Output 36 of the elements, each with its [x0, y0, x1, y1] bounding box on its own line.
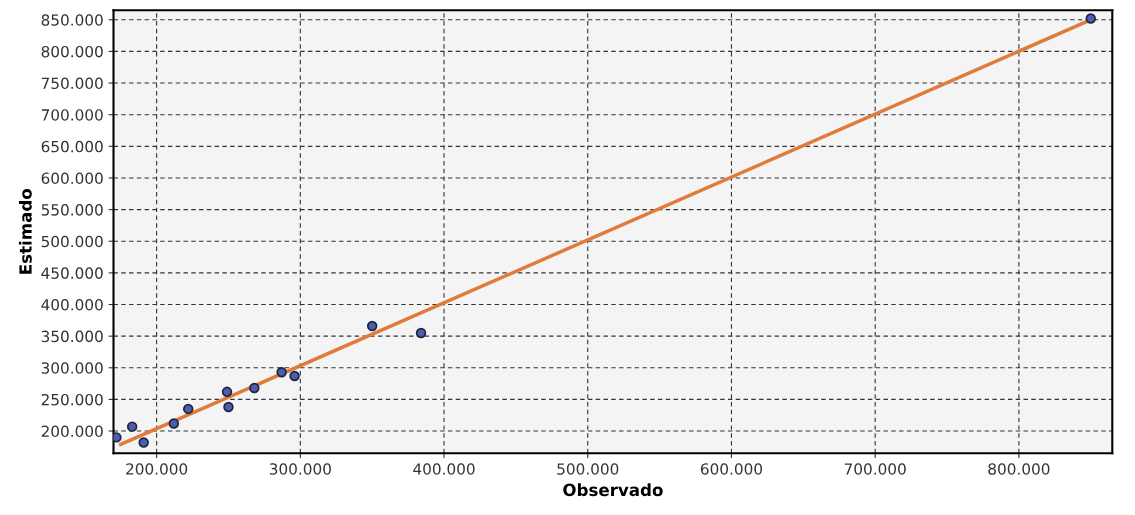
x-tick-label: 600.000: [700, 463, 763, 475]
x-tick-label: 500.000: [557, 463, 619, 475]
y-tick-label: 500.000: [41, 235, 103, 248]
y-tick-label: 600.000: [41, 172, 103, 184]
y-axis-title: Estimado: [18, 188, 32, 274]
x-tick-label: 700.000: [844, 463, 906, 475]
y-tick-label: 200.000: [41, 425, 103, 438]
point: [183, 403, 194, 415]
y-tick-label: 850.000: [41, 14, 103, 26]
point: [289, 370, 300, 382]
point: [168, 418, 180, 429]
point: [223, 401, 234, 413]
x-tick-label: 300.000: [269, 463, 331, 475]
x-tick-label: 200.000: [126, 463, 188, 475]
y-tick-label: 400.000: [41, 298, 103, 311]
point: [249, 382, 260, 394]
point: [126, 421, 138, 432]
y-tick-label: 550.000: [41, 204, 103, 216]
point: [221, 386, 233, 398]
point: [415, 327, 427, 339]
point: [366, 320, 378, 332]
y-tick-label: 700.000: [41, 109, 103, 121]
y-tick-label: 650.000: [41, 140, 103, 153]
y-tick-label: 350.000: [41, 330, 103, 343]
point: [1085, 13, 1096, 24]
y-tick-label: 300.000: [41, 362, 103, 374]
point: [138, 437, 149, 448]
y-tick-label: 450.000: [41, 267, 103, 279]
point: [113, 432, 122, 443]
x-tick-label: 400.000: [413, 463, 475, 475]
x-axis-title: Observado: [563, 483, 663, 497]
y-tick-label: 800.000: [41, 45, 103, 58]
y-tick-label: 250.000: [41, 393, 103, 406]
y-tick-label: 750.000: [41, 77, 103, 90]
point: [276, 366, 287, 378]
x-tick-label: 800.000: [988, 463, 1050, 475]
